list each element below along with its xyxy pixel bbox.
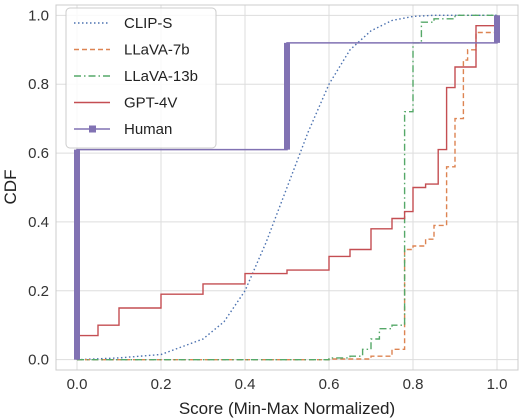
legend-label-clip-s: CLIP-S [124,15,172,32]
x-tick-label: 0.0 [67,376,88,393]
legend-label-gpt-4v: GPT-4V [124,95,177,112]
x-tick-label: 1.0 [487,376,508,393]
y-tick-label: 0.2 [28,283,49,300]
y-tick-label: 1.0 [28,7,49,24]
series-line-gpt-4v [76,18,498,360]
plot-frame [55,4,519,371]
series-layer [74,14,500,361]
y-tick-label: 0.4 [28,214,49,231]
legend: CLIP-S LLaVA-7b LLaVA-13b GPT-4V Human [65,7,217,149]
tick-labels: 0.0 0.2 0.4 0.6 0.8 1.0 0.0 0.2 0.4 0.6 0.8 1.0 [28,7,507,393]
y-axis-label: CDF [1,170,20,205]
series-line-clip-s [76,14,497,361]
x-tick-label: 0.4 [235,376,256,393]
x-axis-label: Score (Min-Max Normalized) [179,399,395,418]
x-tick-label: 0.8 [403,376,424,393]
y-tick-label: 0.0 [28,352,49,369]
legend-label-human: Human [124,121,172,138]
legend-box [65,7,217,149]
x-tick-label: 0.2 [151,376,172,393]
series-line-llava-7b [77,15,498,361]
y-tick-label: 0.8 [28,76,49,93]
legend-marker-human [89,125,96,133]
y-tick-label: 0.6 [28,145,49,162]
series-line-llava-13b [77,14,497,361]
legend-label-llava-13b: LLaVA-13b [124,68,198,85]
legend-label-llava-7b: LLaVA-7b [124,42,190,59]
x-tick-label: 0.6 [319,376,340,393]
